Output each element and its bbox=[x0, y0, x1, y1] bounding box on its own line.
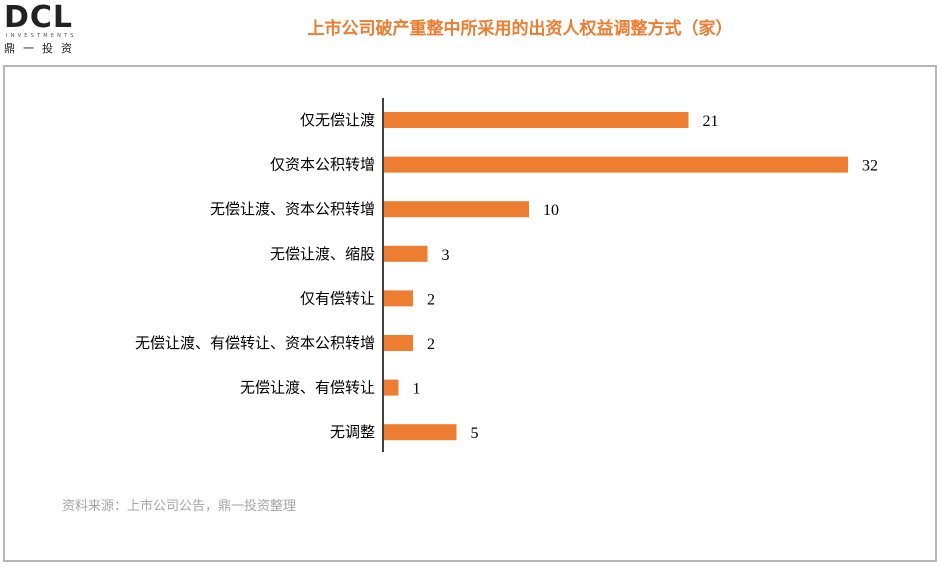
value-label-0: 21 bbox=[703, 113, 719, 130]
bar-2 bbox=[384, 201, 529, 218]
value-label-6: 1 bbox=[413, 381, 421, 398]
category-label-0: 仅无偿让渡 bbox=[300, 111, 375, 129]
source-note: 资料来源：上市公司公告，鼎一投资整理 bbox=[62, 499, 297, 514]
bar-6 bbox=[384, 379, 399, 396]
value-label-3: 3 bbox=[442, 247, 450, 264]
bar-7 bbox=[384, 424, 457, 441]
bar-3 bbox=[384, 245, 428, 262]
bar-4 bbox=[384, 290, 413, 307]
logo-chinese-name: 鼎一投资 bbox=[4, 42, 80, 55]
category-label-2: 无偿让渡、资本公积转增 bbox=[210, 200, 375, 218]
category-label-1: 仅资本公积转增 bbox=[270, 156, 375, 174]
category-label-6: 无偿让渡、有偿转让 bbox=[240, 379, 375, 397]
logo-mark: DCL bbox=[4, 0, 74, 35]
logo-subtitle: INVESTMENTS bbox=[6, 33, 77, 39]
value-label-2: 10 bbox=[543, 202, 559, 219]
category-label-5: 无偿让渡、有偿转让、资本公积转增 bbox=[135, 334, 375, 352]
value-label-7: 5 bbox=[471, 425, 479, 442]
chart-frame bbox=[3, 65, 937, 562]
value-label-1: 32 bbox=[862, 158, 878, 175]
value-label-5: 2 bbox=[427, 336, 435, 353]
bar-5 bbox=[384, 335, 413, 351]
category-label-7: 无调整 bbox=[330, 423, 375, 441]
bar-1 bbox=[384, 156, 848, 173]
chart-title: 上市公司破产重整中所采用的出资人权益调整方式（家） bbox=[307, 19, 733, 39]
category-label-3: 无偿让渡、缩股 bbox=[270, 245, 375, 263]
category-label-4: 仅有偿转让 bbox=[300, 289, 375, 307]
value-label-4: 2 bbox=[427, 291, 435, 308]
bar-0 bbox=[384, 112, 689, 128]
company-logo: DCL INVESTMENTS 鼎一投资 bbox=[4, 0, 90, 56]
